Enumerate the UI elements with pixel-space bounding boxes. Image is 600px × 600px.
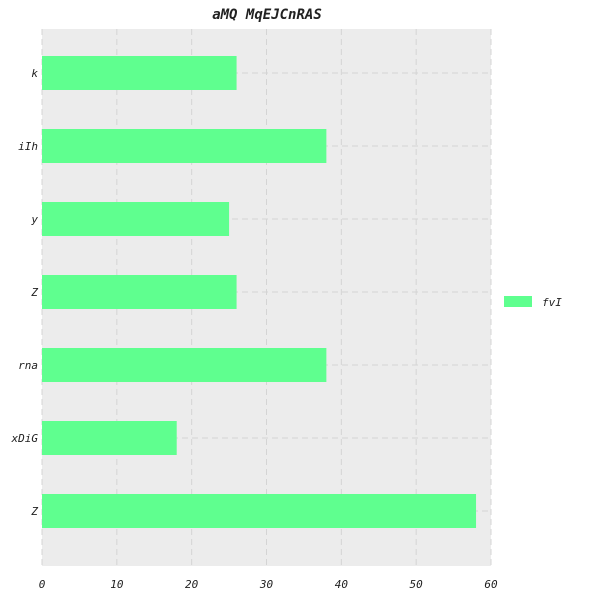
legend: fvI	[504, 296, 562, 309]
y-tick-label: rna	[18, 359, 38, 372]
legend-swatch	[504, 296, 532, 307]
bars	[42, 56, 477, 528]
x-tick-label: 30	[259, 578, 274, 591]
bar	[42, 202, 230, 236]
y-tick-label: iIh	[18, 140, 38, 153]
x-tick-label: 0	[39, 578, 46, 591]
bar	[42, 275, 237, 309]
legend-label: fvI	[542, 296, 562, 309]
bar	[42, 129, 327, 163]
x-axis-tick-labels: 0 10 20 30 40 50 60	[39, 578, 498, 591]
bar	[42, 494, 477, 528]
bar	[42, 348, 327, 382]
chart-title: aMQ MqEJCnRAS	[212, 7, 322, 23]
y-tick-label: Z	[30, 286, 38, 299]
x-tick-label: 20	[185, 578, 199, 591]
y-tick-label: k	[31, 67, 38, 80]
x-tick-label: 60	[484, 578, 498, 591]
x-tick-label: 40	[335, 578, 349, 591]
y-tick-label: xDiG	[11, 432, 39, 445]
y-tick-label: y	[30, 213, 38, 226]
bar	[42, 421, 177, 455]
x-tick-label: 10	[110, 578, 124, 591]
bar	[42, 56, 237, 90]
y-tick-label: Z	[30, 505, 38, 518]
x-tick-label: 50	[410, 578, 424, 591]
